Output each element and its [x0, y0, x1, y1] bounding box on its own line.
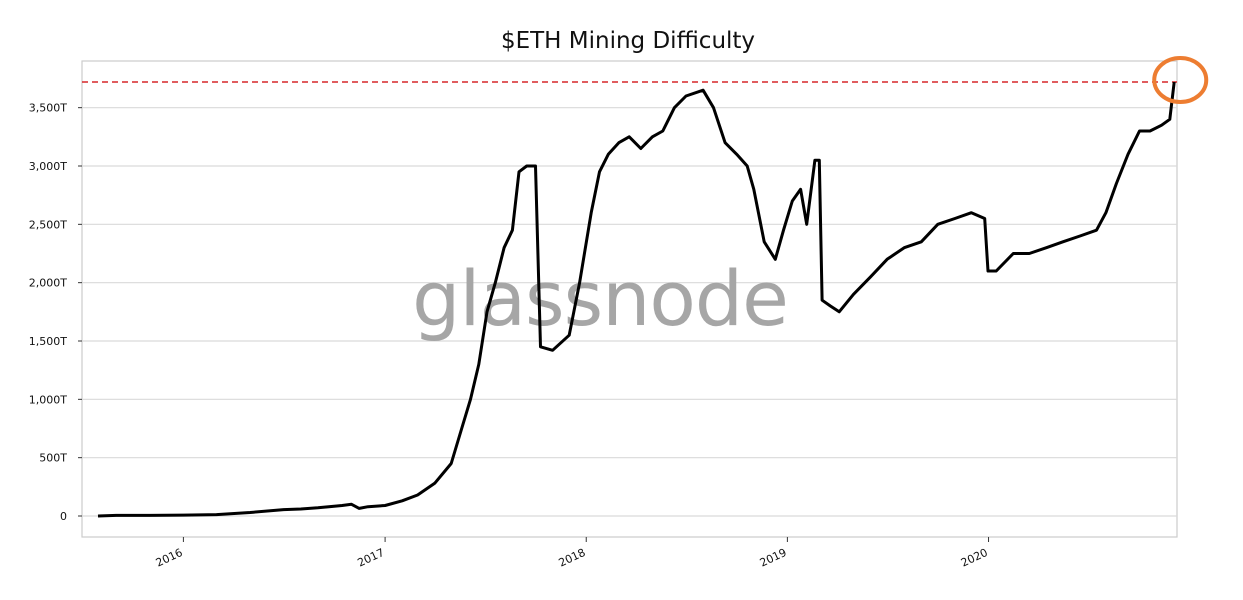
y-axis-ticks: 0 500T 1,000T 1,500T 2,000T 2,500T 3,000T 3,500… — [29, 102, 82, 523]
y-tick-label: 1,500T — [29, 335, 67, 348]
y-tick-label: 3,500T — [29, 102, 67, 115]
y-tick-label: 3,000T — [29, 160, 67, 173]
y-tick-label: 2,500T — [29, 218, 67, 231]
gridlines — [82, 107, 1177, 517]
plot-area-border — [81, 60, 1178, 538]
y-tick-label: 500T — [39, 452, 67, 465]
highlight-circle — [1152, 56, 1209, 104]
watermark-text: glassnode — [412, 254, 788, 343]
y-tick-label: 2,000T — [29, 277, 67, 290]
y-tick-label: 0 — [60, 510, 67, 523]
chart-title: $ETH Mining Difficulty — [501, 28, 755, 54]
series-group — [97, 81, 1176, 518]
y-tick-label: 1,000T — [29, 393, 67, 406]
plot-frame — [81, 60, 1178, 538]
highlight-marker-group — [1152, 56, 1209, 104]
difficulty-series-line — [97, 81, 1176, 518]
